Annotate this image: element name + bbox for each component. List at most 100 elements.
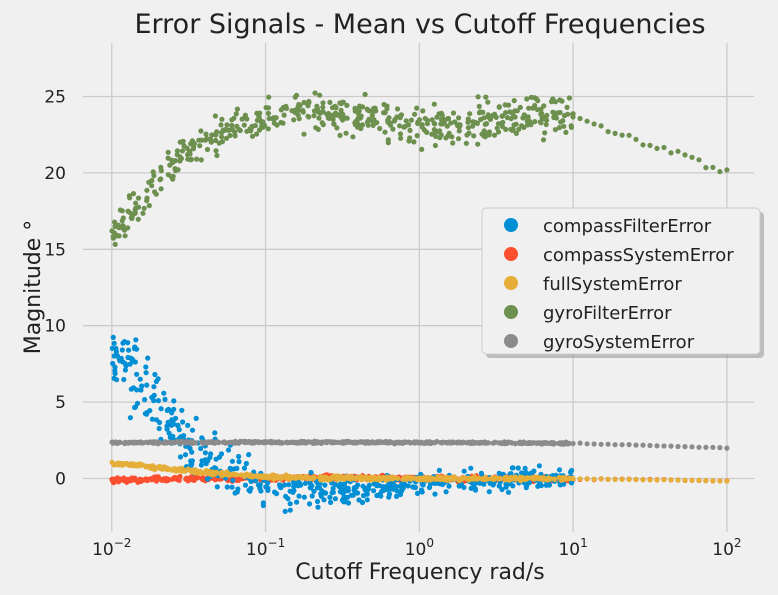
data-point — [113, 477, 119, 483]
data-point — [298, 474, 304, 480]
data-point — [209, 132, 215, 138]
data-point — [349, 475, 355, 482]
data-point — [132, 404, 138, 411]
data-point — [330, 485, 336, 492]
data-point — [189, 427, 196, 433]
data-point — [528, 94, 535, 100]
data-point — [218, 470, 224, 476]
data-point — [488, 476, 494, 482]
data-point — [381, 101, 387, 108]
data-point — [246, 452, 252, 458]
data-point — [543, 121, 549, 128]
data-point — [135, 195, 142, 201]
data-point — [364, 491, 370, 497]
data-point — [149, 394, 155, 400]
data-point — [507, 475, 513, 482]
data-point — [363, 476, 369, 482]
x-tick-label-base: 10 — [92, 540, 114, 560]
data-point — [682, 444, 688, 450]
data-point — [393, 484, 399, 490]
data-point — [440, 439, 446, 445]
data-point — [232, 490, 238, 496]
series-gyroFilterError — [109, 90, 730, 247]
data-point — [110, 235, 116, 241]
data-point — [296, 493, 302, 499]
data-point — [195, 475, 201, 481]
data-point — [181, 143, 187, 149]
x-tick-label: 10−2 — [92, 536, 131, 560]
data-point — [125, 208, 131, 215]
data-point — [198, 470, 204, 476]
data-point — [243, 460, 249, 467]
data-point — [418, 476, 424, 482]
data-point — [111, 353, 117, 359]
data-point — [320, 104, 326, 110]
data-point — [116, 233, 122, 239]
data-point — [294, 499, 300, 505]
data-point — [528, 122, 534, 128]
data-point — [175, 167, 181, 173]
data-point — [403, 118, 409, 124]
data-point — [138, 478, 144, 484]
data-point — [366, 116, 372, 122]
data-point — [344, 102, 350, 108]
data-point — [162, 396, 168, 402]
data-point — [134, 400, 141, 406]
data-point — [542, 130, 548, 136]
data-point — [633, 442, 639, 448]
data-point — [436, 467, 442, 473]
data-point — [142, 411, 148, 417]
data-point — [432, 491, 438, 497]
data-point — [431, 127, 437, 133]
data-point — [619, 476, 625, 482]
data-point — [139, 383, 145, 389]
data-point — [724, 445, 730, 451]
data-point — [412, 111, 418, 117]
y-tick-label: 10 — [44, 317, 66, 337]
data-point — [134, 387, 140, 393]
data-point — [249, 123, 255, 129]
data-point — [553, 115, 560, 121]
data-point — [291, 484, 297, 490]
data-point — [241, 473, 247, 479]
data-point — [626, 442, 632, 448]
data-point — [499, 113, 505, 119]
data-point — [304, 475, 310, 481]
data-point — [689, 154, 695, 160]
data-point — [342, 486, 348, 492]
data-point — [386, 491, 393, 497]
data-point — [414, 490, 421, 496]
data-point — [481, 481, 487, 487]
data-point — [138, 387, 144, 393]
y-tick-label: 15 — [44, 240, 66, 260]
data-point — [369, 112, 375, 119]
data-point — [329, 490, 335, 496]
data-point — [329, 439, 335, 445]
data-point — [155, 376, 161, 382]
data-point — [216, 454, 223, 460]
data-point — [214, 152, 220, 159]
data-point — [155, 474, 161, 480]
data-point — [150, 169, 156, 175]
data-point — [394, 106, 401, 112]
data-point — [566, 95, 573, 101]
x-tick-label-exponent: 1 — [580, 536, 588, 550]
data-point — [199, 458, 205, 464]
data-point — [112, 368, 118, 374]
data-point — [190, 439, 196, 445]
data-point — [682, 477, 688, 483]
legend-marker — [504, 334, 518, 348]
data-point — [145, 355, 151, 361]
x-tick-label-base: 10 — [712, 540, 734, 560]
data-point — [467, 111, 473, 117]
data-point — [387, 485, 393, 491]
data-point — [265, 110, 271, 116]
y-tick-label: 5 — [55, 393, 66, 413]
data-point — [328, 499, 334, 505]
data-point — [540, 137, 547, 143]
data-point — [661, 477, 667, 483]
data-point — [496, 470, 502, 476]
data-point — [668, 477, 674, 483]
data-point — [433, 480, 439, 486]
data-point — [682, 152, 688, 158]
